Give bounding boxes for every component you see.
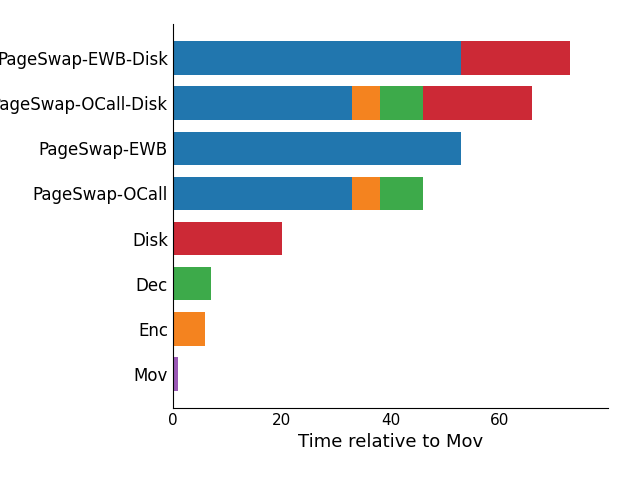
- Bar: [173, 357, 178, 391]
- Bar: [173, 177, 353, 210]
- Bar: [380, 86, 423, 120]
- Bar: [173, 86, 353, 120]
- Bar: [423, 86, 532, 120]
- X-axis label: Time relative to Mov: Time relative to Mov: [298, 433, 483, 451]
- Bar: [380, 177, 423, 210]
- Bar: [173, 267, 211, 300]
- Bar: [173, 312, 205, 346]
- Bar: [353, 177, 380, 210]
- Bar: [353, 86, 380, 120]
- Bar: [173, 41, 461, 75]
- Bar: [173, 132, 461, 165]
- Bar: [173, 222, 282, 255]
- Bar: [461, 41, 570, 75]
